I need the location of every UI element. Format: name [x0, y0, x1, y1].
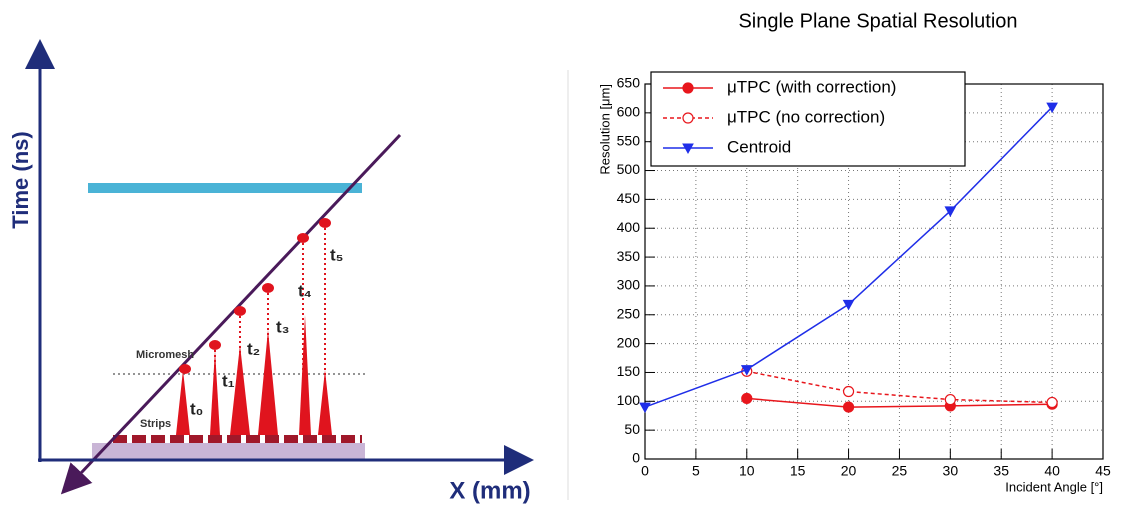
y-axis-label: Time (ns)	[8, 131, 33, 228]
y-tick-label: 650	[617, 75, 641, 91]
legend-label: μTPC (with correction)	[727, 77, 896, 96]
marker	[842, 299, 855, 311]
y-axis-title: Resolution [μm]	[597, 84, 612, 175]
marker	[639, 402, 651, 414]
y-tick-label: 350	[617, 248, 641, 264]
time-label: t₄	[298, 281, 312, 300]
clusters	[179, 218, 331, 374]
marker	[944, 206, 957, 217]
x-axis-label: X (mm)	[449, 477, 530, 504]
y-tick-label: 450	[617, 190, 641, 206]
series-line	[746, 370, 1053, 404]
marker	[740, 365, 753, 376]
x-tick-label: 0	[641, 463, 649, 479]
time-label: t₀	[190, 399, 203, 418]
legend-label: μTPC (no correction)	[727, 107, 885, 126]
marker	[741, 392, 753, 405]
drift-lines	[214, 223, 326, 435]
y-tick-label: 150	[617, 363, 641, 379]
x-tick-label: 25	[892, 463, 908, 479]
y-tick-label: 550	[617, 132, 641, 148]
legend-marker	[682, 143, 694, 155]
time-label: t₁	[222, 371, 235, 390]
y-tick-label: 400	[617, 219, 641, 235]
x-tick-label: 35	[993, 463, 1009, 479]
series-line	[746, 397, 1053, 408]
x-tick-label: 40	[1044, 463, 1060, 479]
y-tick-label: 600	[617, 104, 641, 120]
micromesh-label: Micromesh	[136, 349, 194, 361]
strips-label: Strips	[140, 418, 171, 430]
diagram: Time (ns) X (mm) Micromesh Strips t₀ t₁ …	[8, 39, 534, 504]
chart-title: Single Plane Spatial Resolution	[738, 10, 1017, 32]
chart: Single Plane Spatial Resolution Resoluti…	[597, 10, 1111, 494]
y-tick-label: 250	[617, 305, 641, 321]
x-tick-label: 5	[692, 463, 700, 479]
track	[60, 133, 402, 495]
time-label: t₂	[247, 339, 260, 358]
x-tick-label: 20	[841, 463, 857, 479]
marker	[1046, 396, 1058, 409]
x-tick-label: 15	[790, 463, 806, 479]
y-tick-label: 300	[617, 277, 641, 293]
legend-label: Centroid	[727, 137, 791, 156]
marker	[842, 385, 855, 398]
y-tick-label: 500	[617, 161, 641, 177]
cyan-bar	[88, 183, 362, 193]
y-tick-label: 100	[617, 392, 641, 408]
time-label: t₅	[330, 245, 343, 264]
marker	[944, 393, 956, 406]
y-tick-label: 50	[624, 421, 640, 437]
strip-base	[92, 443, 365, 461]
legend-marker	[682, 82, 694, 94]
x-axis-title: Incident Angle [°]	[1005, 479, 1103, 494]
y-tick-label: 200	[617, 334, 641, 350]
y-tick-label: 0	[632, 450, 640, 466]
time-label: t₃	[276, 317, 290, 336]
x-tick-label: 30	[943, 463, 959, 479]
x-tick-label: 10	[739, 463, 755, 479]
marker	[842, 401, 855, 413]
marker	[1046, 102, 1058, 114]
legend-marker	[682, 112, 694, 124]
x-tick-label: 45	[1095, 463, 1111, 479]
